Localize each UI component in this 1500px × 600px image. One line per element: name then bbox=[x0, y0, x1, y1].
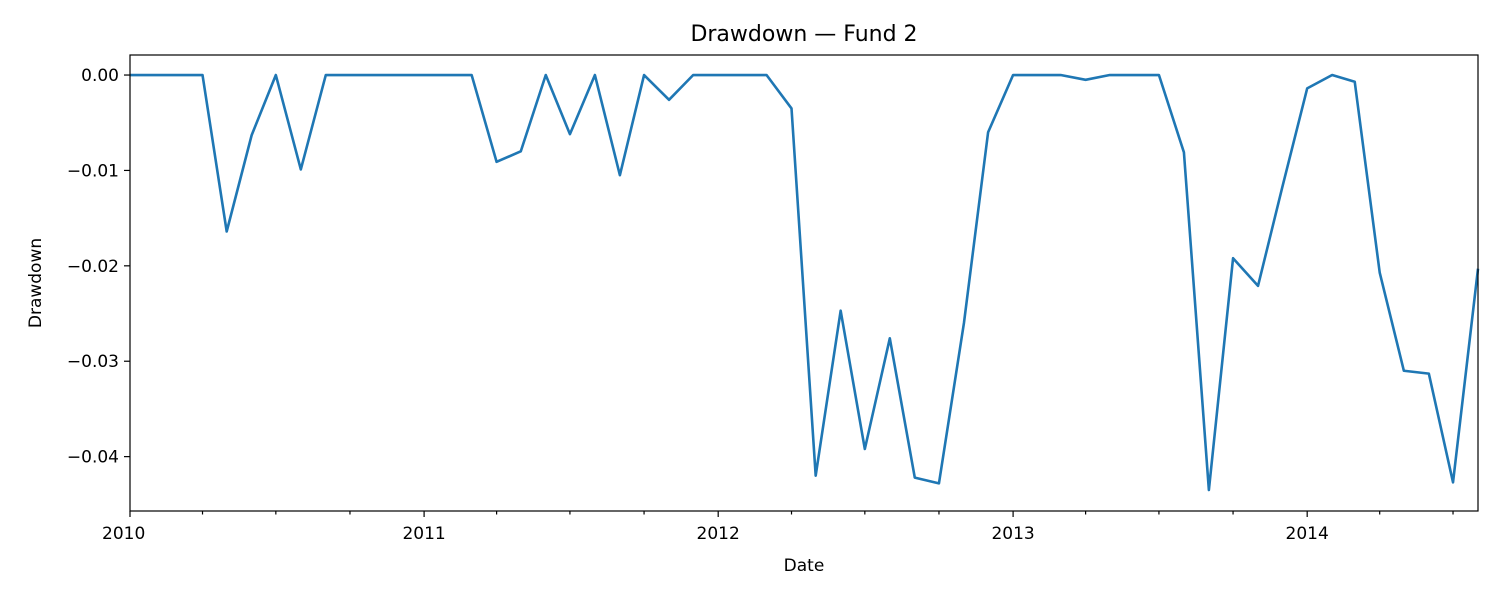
x-tick-label: 2011 bbox=[402, 524, 445, 544]
chart-title: Drawdown — Fund 2 bbox=[690, 22, 917, 47]
y-tick-label: 0.00 bbox=[81, 66, 119, 86]
y-tick-label: −0.02 bbox=[67, 257, 119, 277]
x-tick-label: 2012 bbox=[697, 524, 740, 544]
y-tick-label: −0.01 bbox=[67, 161, 119, 181]
y-axis-ticks: 0.00 −0.01 −0.02 −0.03 −0.04 bbox=[67, 66, 130, 468]
series-group bbox=[130, 73, 1480, 492]
y-axis-label: Drawdown bbox=[26, 238, 46, 328]
x-axis-label: Date bbox=[784, 556, 825, 576]
y-tick-label: −0.03 bbox=[67, 352, 119, 372]
x-tick-label: 2010 bbox=[102, 524, 145, 544]
x-tick-label: 2014 bbox=[1286, 524, 1329, 544]
x-tick-label: 2013 bbox=[991, 524, 1034, 544]
y-tick-label: −0.04 bbox=[67, 448, 119, 468]
plot-frame bbox=[129, 54, 1479, 512]
drawdown-series-line bbox=[130, 73, 1480, 492]
x-axis-ticks: 2010 2011 2012 2013 2014 bbox=[102, 511, 1454, 544]
